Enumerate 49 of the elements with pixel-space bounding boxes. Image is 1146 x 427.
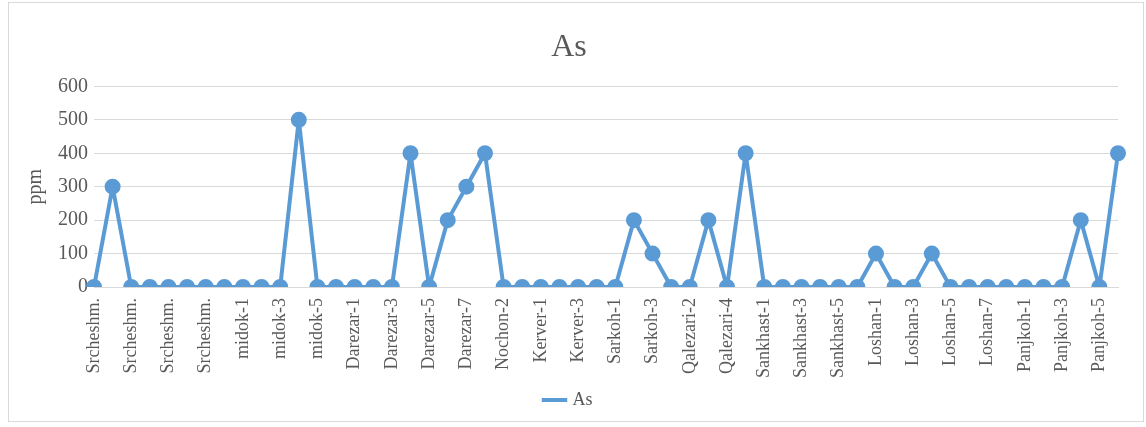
- x-tick-label: Sankhast-3: [790, 298, 811, 379]
- x-tick-label: Sankhast-1: [752, 298, 773, 379]
- x-tick-label: Darezar-1: [343, 298, 364, 370]
- x-tick-label: midok-1: [231, 298, 252, 360]
- x-tick-label: Srcheshm.: [119, 298, 140, 374]
- x-tick-label: Sarkoh-3: [641, 298, 662, 365]
- x-tick-label: Sarkoh-1: [604, 298, 625, 365]
- point: [402, 145, 419, 162]
- point: [458, 178, 475, 195]
- x-tick-label: Kerver-1: [529, 298, 550, 363]
- chart-title: As: [551, 26, 587, 63]
- x-tick-label: Nochon-2: [492, 298, 513, 370]
- x-tick-label: Darezar-5: [417, 298, 438, 370]
- x-tick-label: Qalezari-4: [715, 298, 736, 374]
- point: [104, 178, 121, 195]
- x-tick-label: Darezar-7: [455, 298, 476, 370]
- y-tick-label: 200: [58, 207, 88, 230]
- y-tick-label: 600: [58, 73, 88, 96]
- x-tick-label: midok-5: [306, 298, 327, 360]
- x-tick-label: Sankhast-5: [827, 298, 848, 379]
- point: [439, 212, 456, 229]
- y-tick-label: 500: [58, 107, 88, 130]
- x-tick-label: Loshan-5: [939, 298, 960, 366]
- point: [700, 212, 717, 229]
- point: [290, 111, 307, 128]
- y-tick-label: 100: [58, 240, 88, 263]
- x-tick-label: Loshan-3: [901, 298, 922, 366]
- y-tick-label: 400: [58, 140, 88, 163]
- legend-label: As: [572, 388, 593, 409]
- x-tick-label: Loshan-1: [864, 298, 885, 366]
- x-tick-label: Panjkoh-3: [1050, 298, 1071, 373]
- x-tick-label: Loshan-7: [976, 298, 997, 366]
- x-tick-label: Darezar-3: [380, 298, 401, 370]
- x-tick-label: Panjkoh-5: [1088, 298, 1109, 373]
- x-tick-label: midok-3: [268, 298, 289, 360]
- point: [1110, 145, 1126, 162]
- point: [476, 145, 493, 162]
- point: [1072, 212, 1089, 229]
- x-tick-label: Qalezari-2: [678, 298, 699, 374]
- x-tick-label: Srcheshm.: [157, 298, 178, 374]
- y-axis-title: ppm: [23, 168, 47, 205]
- y-tick-label: 300: [58, 173, 88, 196]
- x-tick-label: Panjkoh-1: [1013, 298, 1034, 373]
- x-tick-label: Srcheshm.: [194, 298, 215, 374]
- x-tick-label: Kerver-3: [566, 298, 587, 363]
- x-tick-label: Srcheshm.: [82, 298, 103, 374]
- y-tick-label: 0: [78, 274, 88, 297]
- point: [737, 145, 754, 162]
- point: [625, 212, 642, 229]
